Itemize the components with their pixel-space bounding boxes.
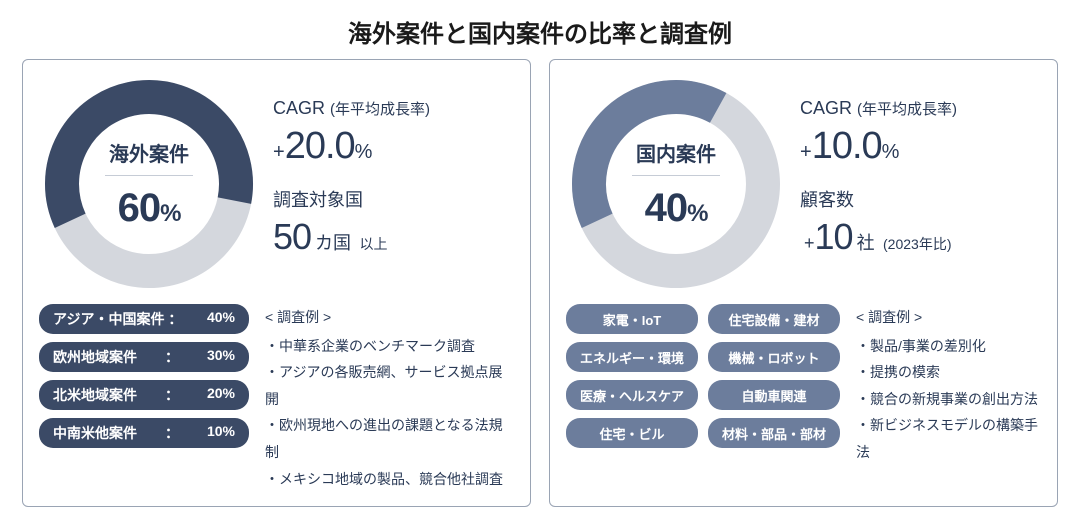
example-item: メキシコ地域の製品、競合他社調査 [265,466,514,493]
field-pill: 材料・部品・部材 [708,418,840,448]
region-pill: 中南米他案件 ：10% [39,418,249,448]
example-item: 提携の模索 [856,359,1041,386]
field-grid: 家電・IoT 住宅設備・建材エネルギー・環境機械・ロボット医療・ヘルスケア自動車関… [566,304,840,466]
region-pill: アジア・中国案件 ：40% [39,304,249,334]
clients-title: 顧客数 [800,186,1041,212]
field-pill: 住宅設備・建材 [708,304,840,334]
metrics-domestic: CAGR (年平均成長率) +10.0% 顧客数 +10社 (2023年比) [800,74,1041,258]
donut-overseas: 海外案件 60% [39,74,259,294]
field-pill: 家電・IoT [566,304,698,334]
panel-domestic: 国内案件 40% CAGR (年平均成長率) +10.0% 顧客数 [549,59,1058,507]
examples-header-overseas: < 調査例 > [265,304,514,331]
field-pill: 自動車関連 [708,380,840,410]
donut-label-domestic: 国内案件 [636,138,716,167]
donut-pct-domestic: 40% [645,186,708,231]
example-item: 新ビジネスモデルの構築手法 [856,412,1041,465]
panels-row: 海外案件 60% CAGR (年平均成長率) +20.0% 調査対象国 [0,59,1080,507]
metrics-overseas: CAGR (年平均成長率) +20.0% 調査対象国 50カ国 以上 [273,74,514,258]
page-title: 海外案件と国内案件の比率と調査例 [0,0,1080,59]
field-pill: 機械・ロボット [708,342,840,372]
cagr-value-overseas: +20.0% [273,125,514,168]
donut-domestic: 国内案件 40% [566,74,786,294]
countries-title: 調査対象国 [273,186,514,212]
field-pill: 住宅・ビル [566,418,698,448]
region-pill: 北米地域案件 ：20% [39,380,249,410]
clients-value: +10社 (2023年比) [800,216,1041,258]
donut-divider [632,175,720,176]
field-pill: 医療・ヘルスケア [566,380,698,410]
example-item: 競合の新規事業の創出方法 [856,386,1041,413]
example-item: アジアの各販売網、サービス拠点展開 [265,359,514,412]
cagr-value-domestic: +10.0% [800,125,1041,168]
panel-overseas: 海外案件 60% CAGR (年平均成長率) +20.0% 調査対象国 [22,59,531,507]
example-item: 製品/事業の差別化 [856,333,1041,360]
region-list: アジア・中国案件 ：40% 欧州地域案件 ：30% 北米地域案件 ：20% 中南米他案… [39,304,249,492]
examples-header-domestic: < 調査例 > [856,304,1041,331]
field-pill: エネルギー・環境 [566,342,698,372]
donut-pct-overseas: 60% [118,186,181,231]
examples-overseas: < 調査例 > 中華系企業のベンチマーク調査アジアの各販売網、サービス拠点展開欧… [265,304,514,492]
countries-value: 50カ国 以上 [273,216,514,258]
donut-divider [105,175,193,176]
cagr-title-overseas: CAGR (年平均成長率) [273,98,514,119]
donut-label-overseas: 海外案件 [109,138,189,167]
region-pill: 欧州地域案件 ：30% [39,342,249,372]
examples-domestic: < 調査例 > 製品/事業の差別化提携の模索競合の新規事業の創出方法新ビジネスモ… [856,304,1041,466]
example-item: 欧州現地への進出の課題となる法規制 [265,412,514,465]
cagr-title-domestic: CAGR (年平均成長率) [800,98,1041,119]
example-item: 中華系企業のベンチマーク調査 [265,333,514,360]
